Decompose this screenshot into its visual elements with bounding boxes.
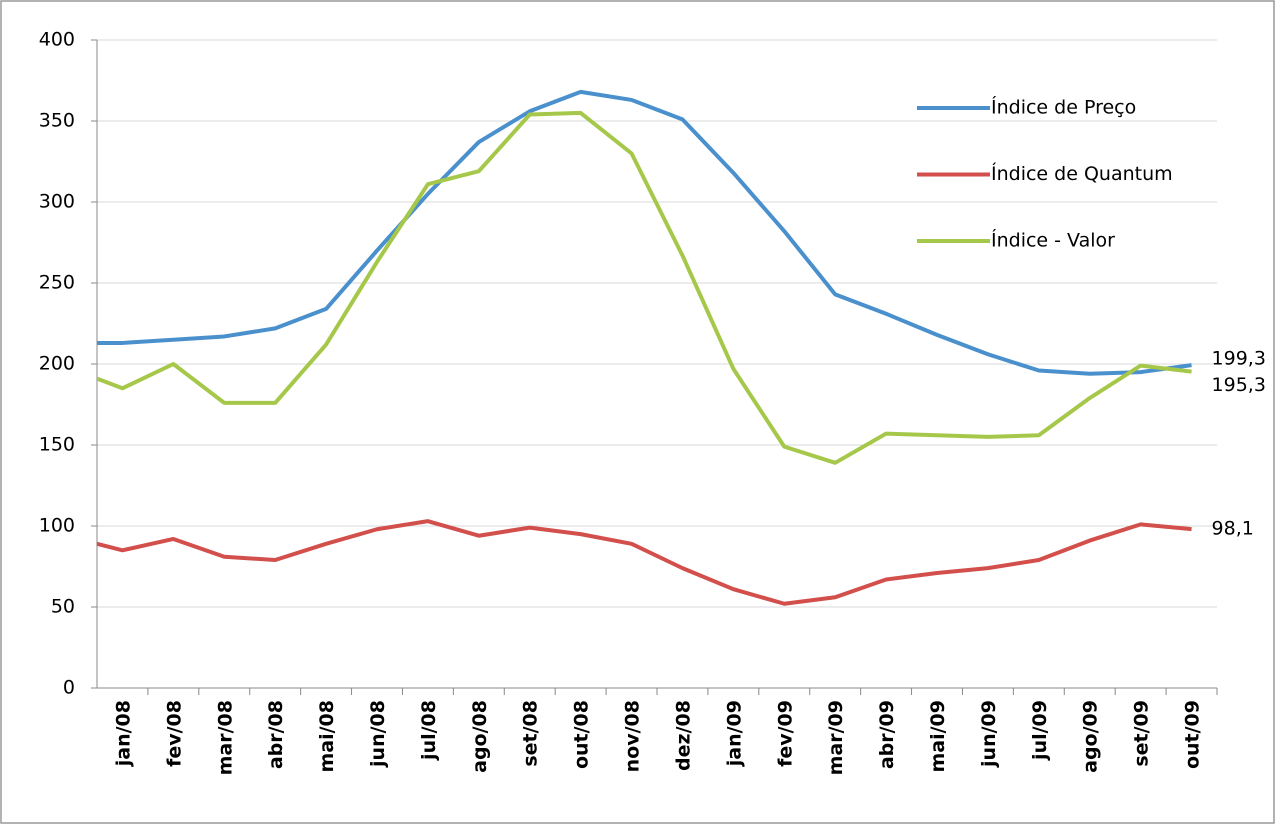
x-tick-label: set/08 [520,700,542,767]
y-tick-label: 300 [39,191,75,213]
x-tick-label: fev/08 [163,700,185,767]
y-tick-label: 0 [63,677,75,699]
x-tick-label: jul/09 [1029,700,1051,761]
y-tick-label: 150 [39,434,75,456]
x-tick-label: abr/08 [265,700,287,769]
x-tick-label: mar/08 [214,700,236,775]
x-tick-label: set/09 [1131,700,1153,767]
x-tick-label: mai/09 [927,700,949,773]
y-tick-label: 250 [39,272,75,294]
plot-area [97,89,1192,606]
x-tick-label: jun/09 [978,700,1000,768]
x-tick-label: mar/09 [825,700,847,775]
data-label: 98,1 [1212,518,1254,540]
x-tick-label: out/09 [1182,700,1204,769]
grid [91,39,1218,695]
x-tick-label: fev/09 [774,700,796,767]
x-tick-label: nov/08 [622,700,644,772]
legend-label: Índice - Valor [991,229,1115,252]
y-tick-label: 50 [51,596,75,618]
x-tick-label: jan/08 [112,700,134,767]
data-label: 195,3 [1212,374,1266,396]
x-tick-label: dez/08 [672,700,694,771]
x-tick-label: ago/08 [469,700,491,773]
x-tick-label: abr/09 [876,700,898,769]
y-tick-label: 400 [39,29,75,51]
y-tick-label: 350 [39,110,75,132]
data-label: 199,3 [1212,348,1266,370]
series-line [97,89,1192,376]
x-tick-label: mai/08 [316,700,338,773]
x-tick-label: jan/09 [723,700,745,767]
x-tick-label: jul/08 [418,700,440,761]
labels: 0 50 100 150 200 250 300 350 400 jan/08 fev/08 mar/… [39,29,1266,776]
y-tick-label: 200 [39,353,75,375]
legend-label: Índice de Quantum [991,162,1173,185]
series-line [97,519,1192,606]
legend-label: Índice de Preço [991,96,1136,119]
series-line [97,110,1192,465]
y-tick-label: 100 [39,515,75,537]
x-tick-label: ago/09 [1080,700,1102,773]
x-tick-label: jun/08 [367,700,389,768]
x-tick-label: out/08 [571,700,593,769]
